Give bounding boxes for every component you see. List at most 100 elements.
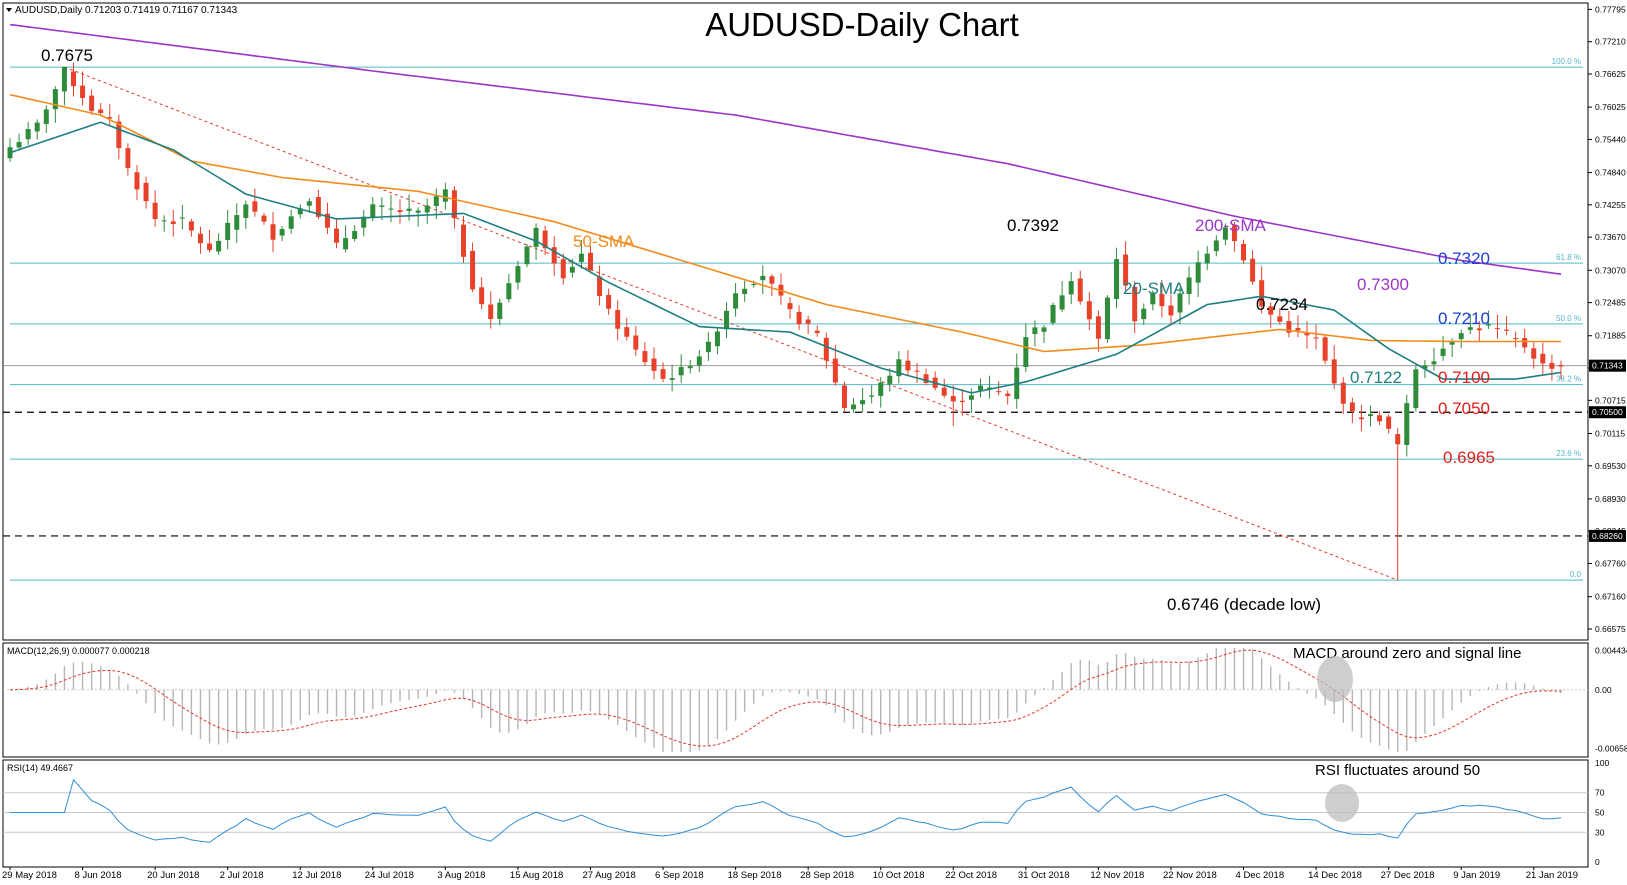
price-tick-label-1: 0.77210: [1595, 37, 1626, 47]
candle-body: [125, 148, 131, 168]
candle-body: [1168, 305, 1174, 316]
fib-label-2: 50.0 %: [1556, 314, 1581, 323]
candle-body: [1286, 321, 1292, 333]
candle-body: [34, 122, 40, 132]
candle-body: [814, 330, 820, 334]
candle-body: [1440, 348, 1446, 356]
candle-body: [433, 196, 439, 207]
date-tick-label-13: 22 Oct 2018: [945, 870, 997, 881]
candle-body: [424, 205, 430, 213]
candle-body: [769, 276, 775, 284]
date-tick-label-18: 14 Dec 2018: [1308, 870, 1362, 881]
candle-body: [1059, 295, 1065, 310]
candle-body: [1349, 402, 1355, 412]
date-tick-label-19: 27 Dec 2018: [1381, 870, 1435, 881]
candle-body: [923, 374, 929, 383]
candle-body: [633, 335, 639, 350]
candle-body: [279, 228, 285, 236]
dropdown-triangle-icon[interactable]: [6, 8, 12, 12]
candle-body: [733, 293, 739, 309]
candle-body: [714, 331, 720, 347]
candle-body: [52, 89, 58, 110]
fib-label-5: 0.0: [1570, 570, 1582, 579]
candle-body: [660, 369, 666, 379]
candle-body: [996, 391, 1002, 393]
candle-body: [1068, 281, 1074, 295]
date-tick-label-21: 21 Jan 2019: [1526, 870, 1578, 881]
descending-trendline: [64, 66, 1398, 581]
level-label-0-6965: 0.6965: [1443, 448, 1495, 467]
candle-body: [170, 221, 176, 225]
candle-body: [651, 358, 657, 371]
candle-body: [1150, 292, 1156, 305]
candle-body: [252, 201, 258, 212]
candle-body: [1204, 253, 1210, 264]
candle-body: [905, 360, 911, 371]
candle-body: [188, 221, 194, 231]
candle-body: [1449, 341, 1455, 345]
macd-signal-line: [9, 649, 1562, 747]
annotation-0-7234: 0.7234: [1256, 295, 1308, 314]
candle-body: [207, 243, 213, 250]
candle-body: [506, 283, 512, 300]
candle-body: [397, 210, 403, 212]
annotation-decade-low: 0.6746 (decade low): [1167, 595, 1321, 614]
candle-body: [1295, 327, 1301, 331]
macd-highlight-ellipse: [1317, 656, 1353, 702]
candle-body: [869, 395, 875, 397]
date-tick-label-15: 12 Nov 2018: [1090, 870, 1144, 881]
date-tick-label-0: 29 May 2018: [2, 870, 57, 881]
label-200-sma: 200-SMA: [1195, 216, 1267, 235]
candle-body: [442, 189, 448, 202]
candle-body: [696, 356, 702, 366]
macd-panel-frame: [2, 642, 1589, 758]
candle-body: [388, 208, 394, 210]
date-tick-label-2: 20 Jun 2018: [147, 870, 199, 881]
candle-body: [1050, 304, 1056, 323]
rsi-annotation: RSI fluctuates around 50: [1315, 762, 1480, 779]
candle-body: [143, 182, 149, 202]
rsi-tick-label-2: 50: [1595, 808, 1605, 818]
price-tick-label-5: 0.74840: [1595, 168, 1626, 178]
candle-body: [89, 95, 95, 111]
candle-body: [1313, 337, 1319, 339]
candle-body: [1231, 225, 1237, 242]
candle-body: [1358, 417, 1364, 420]
candle-body: [297, 208, 303, 215]
fib-label-3: 38.2 %: [1556, 375, 1581, 384]
candle-body: [597, 276, 603, 297]
current-price-tag-label: 0.71343: [1592, 361, 1623, 371]
candle-body: [315, 197, 321, 217]
price-tick-label-14: 0.69530: [1595, 461, 1626, 471]
date-tick-label-3: 2 Jul 2018: [220, 870, 264, 881]
candle-body: [152, 202, 158, 219]
candle-body: [352, 231, 358, 239]
candle-body: [415, 210, 421, 213]
price-tick-label-10: 0.71885: [1595, 331, 1626, 341]
candle-body: [243, 204, 249, 218]
candle-body: [1467, 327, 1473, 330]
label-20-sma: 20-SMA: [1123, 279, 1185, 298]
rsi-tick-label-0: 100: [1595, 758, 1609, 768]
price-tick-label-7: 0.73670: [1595, 232, 1626, 242]
candle-body: [1141, 308, 1147, 320]
date-tick-label-9: 6 Sep 2018: [655, 870, 704, 881]
candle-body: [370, 204, 376, 218]
candle-body: [488, 304, 494, 319]
rsi-line: [10, 778, 1562, 843]
candle-body: [61, 66, 67, 92]
date-tick-label-6: 3 Aug 2018: [437, 870, 485, 881]
candle-body: [80, 85, 86, 98]
candle-body: [461, 224, 466, 257]
candle-body: [1123, 254, 1129, 286]
candle-body: [832, 358, 838, 383]
candle-body: [1304, 332, 1310, 336]
candle-body: [615, 310, 621, 329]
candle-body: [324, 213, 330, 228]
candle-body: [1250, 258, 1256, 282]
candle-body: [288, 216, 294, 229]
date-tick-label-11: 28 Sep 2018: [800, 870, 854, 881]
candle-body: [1177, 293, 1183, 313]
